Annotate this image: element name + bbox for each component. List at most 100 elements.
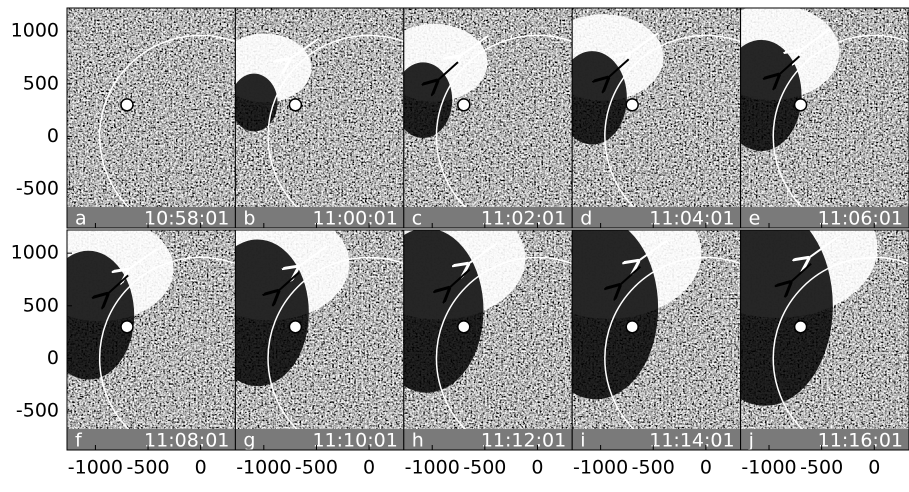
marker-dot <box>793 320 808 334</box>
y-tick-label: 500 <box>23 294 59 316</box>
solar-limb <box>98 34 236 228</box>
arrow <box>459 35 489 57</box>
noise <box>67 8 236 228</box>
arrow <box>790 262 812 283</box>
arrow <box>778 55 801 75</box>
x-tick-label: -500 <box>800 457 843 479</box>
panel-letter: a <box>75 208 87 230</box>
panel-time: 11:12:01 <box>481 430 566 452</box>
x-tick-label: 0 <box>531 457 543 479</box>
label-bar <box>403 207 573 228</box>
panel <box>572 8 741 228</box>
x-tick-label: 0 <box>195 457 207 479</box>
ejecta-dark <box>740 230 833 406</box>
y-tick-label: 1000 <box>11 20 59 42</box>
panel <box>403 230 573 450</box>
y-tick-label: 0 <box>47 125 59 147</box>
marker-dot <box>625 320 639 334</box>
panel-time: 11:02:01 <box>481 208 566 230</box>
marker-dot <box>120 320 134 334</box>
label-bar <box>67 207 236 228</box>
panel-time: 11:06:01 <box>818 208 903 230</box>
label-bar <box>235 207 404 228</box>
panel <box>403 8 573 228</box>
x-tick-label: 0 <box>868 457 880 479</box>
solar-limb <box>98 256 236 450</box>
panel-letter: g <box>243 430 255 452</box>
marker-dot <box>793 98 808 112</box>
panel <box>235 230 404 450</box>
marker-dot <box>288 320 303 334</box>
label-bar <box>572 207 741 228</box>
solar-limb <box>772 34 909 228</box>
arrow <box>619 265 642 286</box>
x-tick-label: 0 <box>700 457 712 479</box>
arrow <box>449 268 471 289</box>
marker-dot <box>625 98 639 112</box>
marker-dot <box>457 320 471 334</box>
x-tick-label: -1000 <box>573 457 628 479</box>
label-bar <box>403 429 573 450</box>
panel-letter: h <box>412 430 424 452</box>
arrow <box>107 274 129 294</box>
panel <box>67 8 236 228</box>
panel <box>740 8 909 228</box>
arrow <box>629 32 660 54</box>
panel-letter: i <box>580 430 585 452</box>
panel-letter: e <box>749 208 761 230</box>
x-tick-label: -1000 <box>405 457 460 479</box>
panel-time: 11:16:01 <box>818 430 903 452</box>
solar-limb <box>435 34 573 228</box>
arrow <box>468 242 498 264</box>
y-tick-label: -500 <box>16 178 59 200</box>
arrow <box>278 271 300 291</box>
solar-limb <box>267 256 404 450</box>
arrow <box>127 248 158 270</box>
solar-limb <box>604 256 741 450</box>
marker-dot <box>457 98 471 112</box>
solar-limb <box>435 256 573 450</box>
panel-time: 11:10:01 <box>312 430 397 452</box>
solar-limb <box>772 256 909 450</box>
arrow <box>437 61 459 81</box>
label-bar <box>740 207 909 228</box>
x-tick-label: -1000 <box>741 457 796 479</box>
panel-letter: f <box>75 430 83 452</box>
arrow <box>799 29 830 51</box>
panel-time: 11:04:01 <box>649 208 734 230</box>
label-bar <box>235 429 404 450</box>
x-tick-label: 0 <box>363 457 375 479</box>
panel <box>235 8 404 228</box>
y-tick-label: -500 <box>16 400 59 422</box>
panel-time: 10:58:01 <box>144 208 229 230</box>
panel-letter: j <box>748 430 754 452</box>
x-tick-label: -500 <box>632 457 675 479</box>
marker-dot <box>288 98 303 112</box>
panel <box>572 230 741 450</box>
x-tick-label: -500 <box>463 457 506 479</box>
panel-letter: c <box>412 208 422 230</box>
solar-limb <box>267 34 404 228</box>
label-bar <box>572 429 741 450</box>
ejecta-dark <box>235 73 278 132</box>
panel-time: 11:08:01 <box>144 430 229 452</box>
label-bar <box>67 429 236 450</box>
panel <box>67 230 236 450</box>
y-tick-label: 1000 <box>11 242 59 264</box>
x-tick-label: -1000 <box>68 457 123 479</box>
panel-time: 11:00:01 <box>312 208 397 230</box>
arrow <box>808 236 839 258</box>
x-tick-label: -500 <box>126 457 169 479</box>
panel-time: 11:14:01 <box>649 430 734 452</box>
panel-letter: d <box>580 208 592 230</box>
arrow <box>638 239 668 261</box>
label-bar <box>740 429 909 450</box>
arrow <box>297 245 328 267</box>
x-tick-label: -500 <box>295 457 338 479</box>
y-tick-label: 500 <box>23 72 59 94</box>
x-tick-label: -1000 <box>236 457 291 479</box>
y-tick-label: 0 <box>47 347 59 369</box>
arrow <box>608 58 630 78</box>
panel-letter: b <box>243 208 255 230</box>
